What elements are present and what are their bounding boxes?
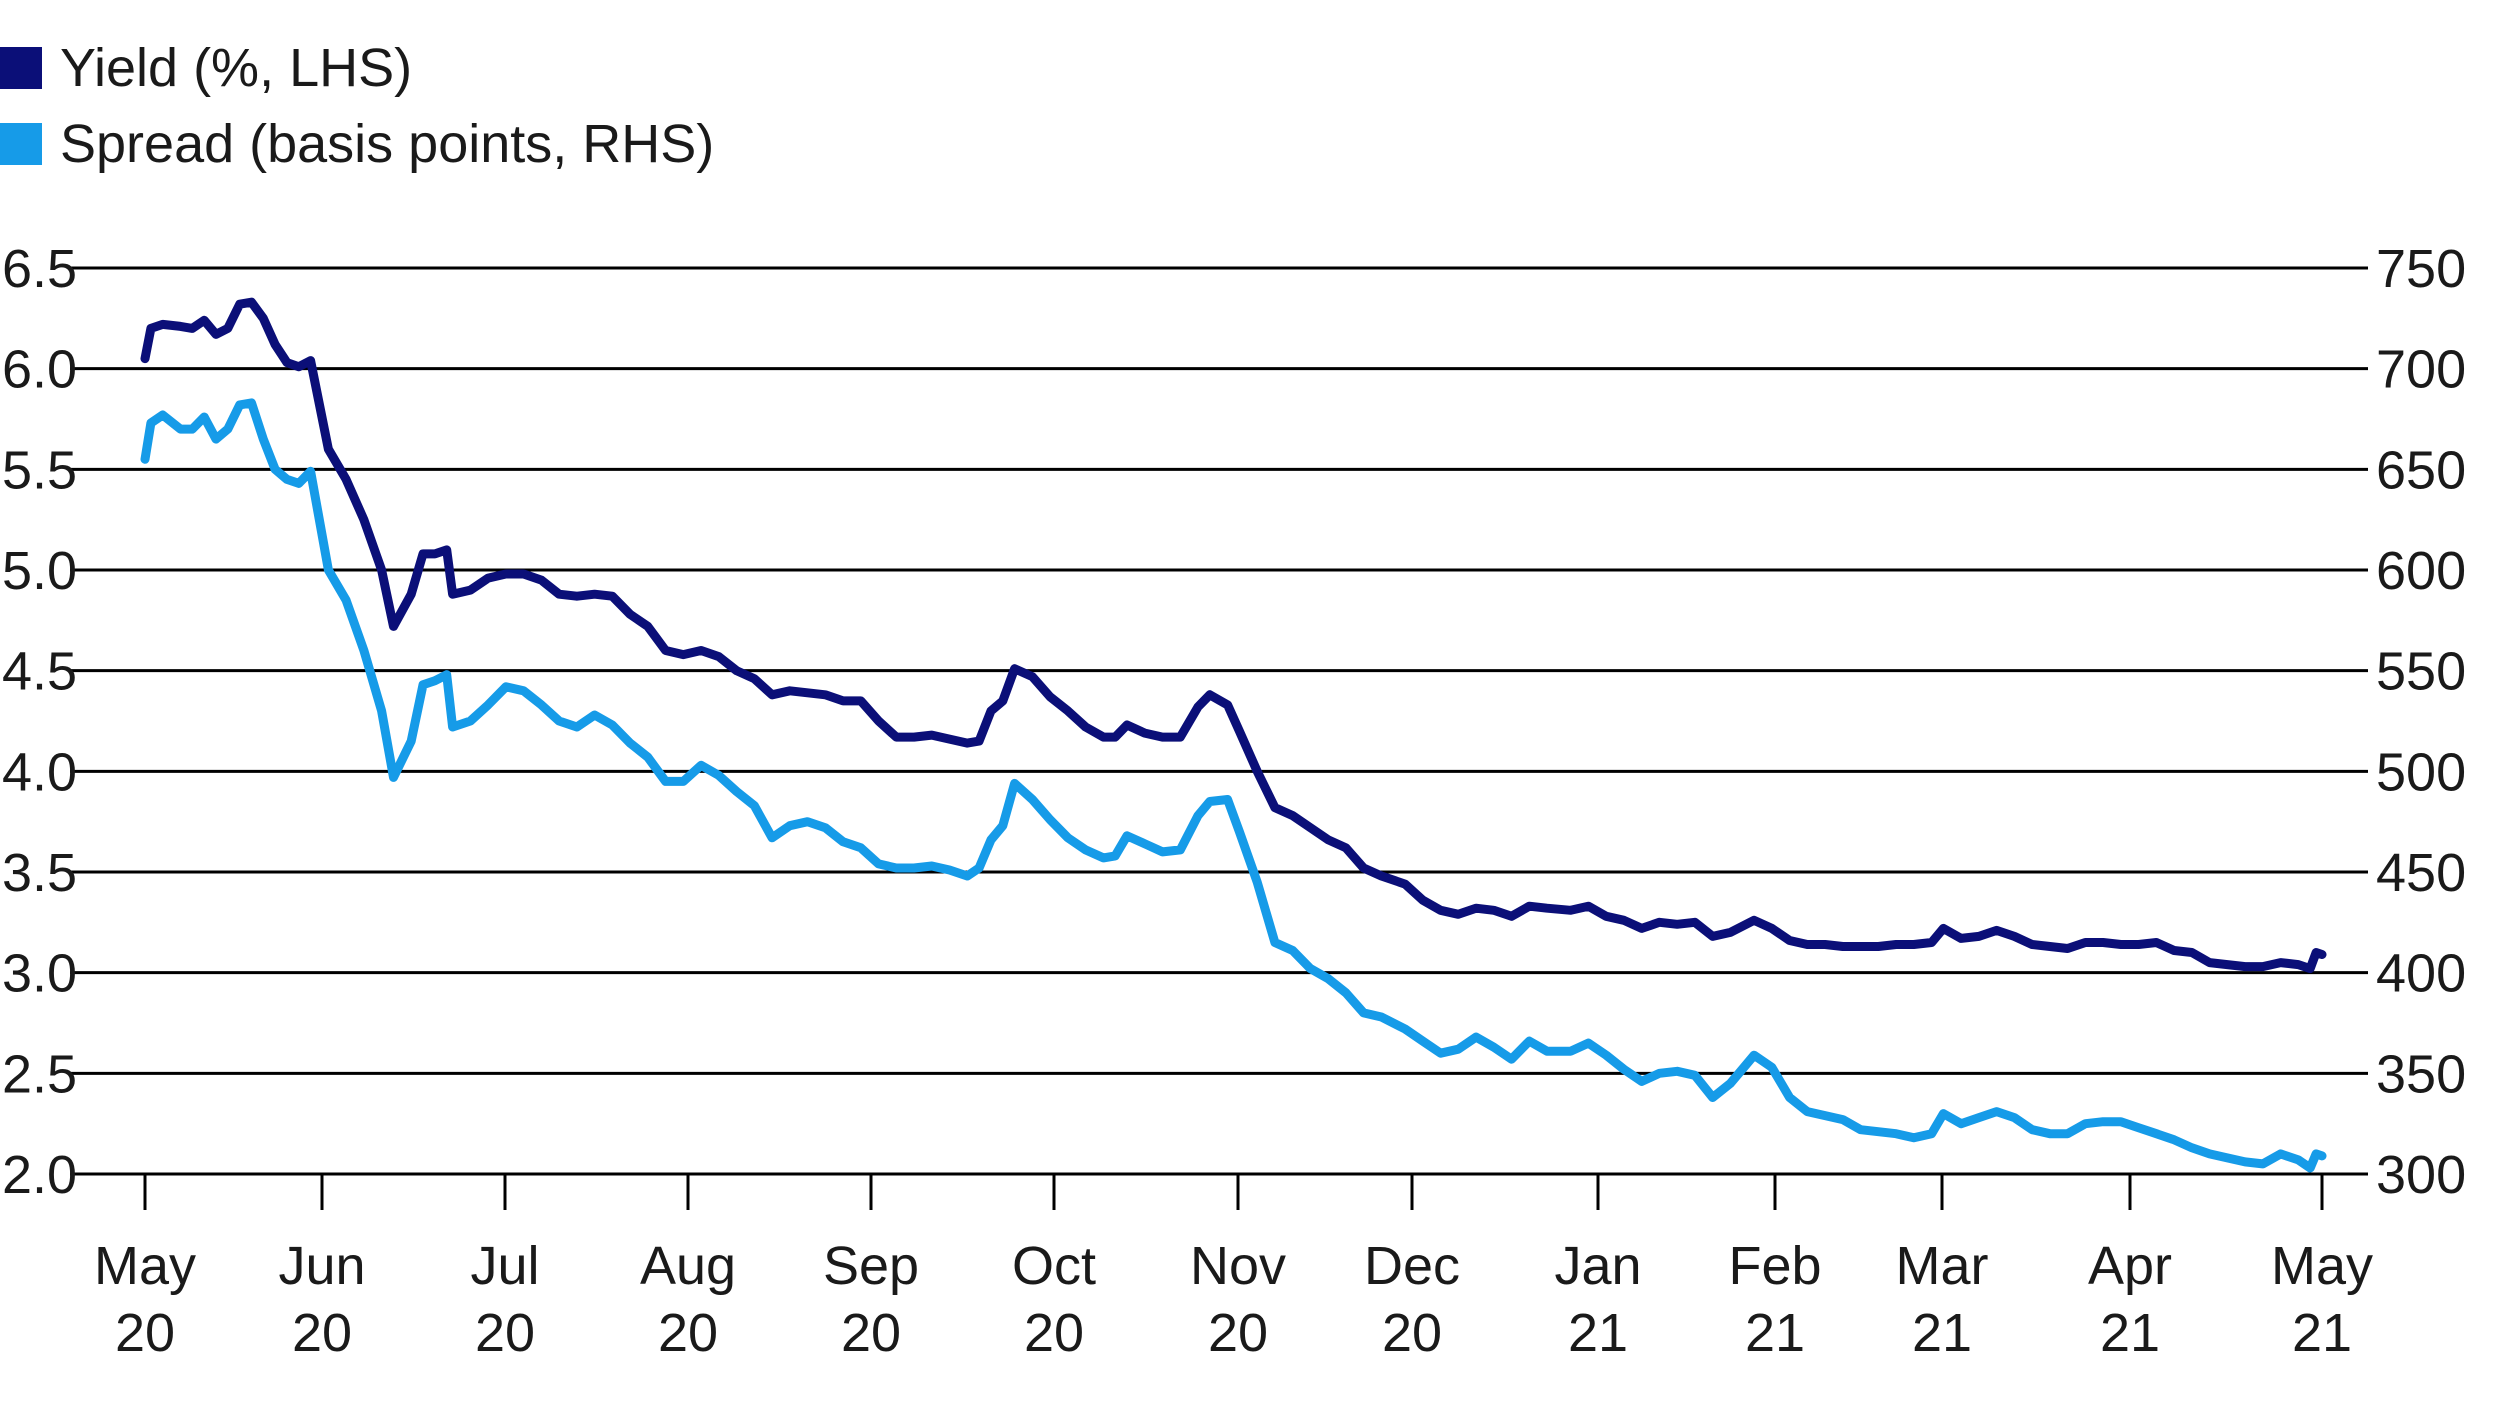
x-tick-label-month: Mar	[1896, 1236, 1989, 1296]
legend-swatch-spread	[0, 123, 42, 165]
yield-series-line	[140, 297, 2327, 974]
x-tick-label-month: May	[94, 1236, 196, 1296]
x-tick-label-year: 21	[2292, 1303, 2352, 1363]
x-tick-label-month: Oct	[1012, 1236, 1096, 1296]
y-right-tick-label: 450	[2376, 843, 2466, 903]
x-tick-label-month: Jul	[470, 1236, 539, 1296]
x-tick-label-month: Jun	[278, 1236, 365, 1296]
y-right-tick-label: 500	[2376, 742, 2466, 802]
legend-item-spread: Spread (basis points, RHS)	[0, 106, 714, 182]
y-left-tick-label: 2.0	[2, 1145, 77, 1205]
y-left-tick-label: 3.0	[2, 944, 77, 1004]
y-left-tick-label: 4.0	[2, 742, 77, 802]
x-tick-label-month: Aug	[640, 1236, 736, 1296]
x-tick-label-month: Sep	[823, 1236, 919, 1296]
x-tick-label-year: 21	[1745, 1303, 1805, 1363]
y-right-tick-label: 700	[2376, 340, 2466, 400]
y-right-tick-label: 750	[2376, 239, 2466, 299]
x-tick-label-year: 20	[1382, 1303, 1442, 1363]
y-left-tick-label: 4.5	[2, 642, 77, 702]
y-right-tick-label: 350	[2376, 1044, 2466, 1104]
x-tick-label-month: Apr	[2088, 1236, 2172, 1296]
x-tick-label-month: Jan	[1554, 1236, 1641, 1296]
legend-item-yield: Yield (%, LHS)	[0, 30, 714, 106]
x-tick-label-year: 20	[841, 1303, 901, 1363]
x-tick-label-year: 21	[1912, 1303, 1972, 1363]
y-left-tick-label: 2.5	[2, 1044, 77, 1104]
y-right-tick-label: 550	[2376, 642, 2466, 702]
chart-legend: Yield (%, LHS) Spread (basis points, RHS…	[0, 30, 714, 182]
x-tick-label-year: 20	[1208, 1303, 1268, 1363]
x-tick-label-year: 20	[475, 1303, 535, 1363]
y-right-tick-label: 600	[2376, 541, 2466, 601]
y-left-tick-label: 6.0	[2, 340, 77, 400]
y-right-tick-label: 300	[2376, 1145, 2466, 1205]
x-tick-label-year: 20	[115, 1303, 175, 1363]
legend-label-yield: Yield (%, LHS)	[60, 38, 413, 98]
y-right-tick-label: 650	[2376, 440, 2466, 500]
x-tick-label-month: May	[2271, 1236, 2373, 1296]
legend-swatch-yield	[0, 47, 42, 89]
y-left-tick-label: 6.5	[2, 239, 77, 299]
spread-series-line	[140, 398, 2327, 1173]
x-tick-label-year: 21	[1568, 1303, 1628, 1363]
x-tick-label-month: Dec	[1364, 1236, 1460, 1296]
legend-label-spread: Spread (basis points, RHS)	[60, 114, 715, 174]
x-tick-label-month: Feb	[1728, 1236, 1821, 1296]
x-tick-label-year: 21	[2100, 1303, 2160, 1363]
x-tick-label-year: 20	[292, 1303, 352, 1363]
x-tick-label-month: Nov	[1190, 1236, 1286, 1296]
x-tick-label-year: 20	[1024, 1303, 1084, 1363]
y-left-tick-label: 5.5	[2, 440, 77, 500]
x-tick-label-year: 20	[658, 1303, 718, 1363]
y-left-tick-label: 3.5	[2, 843, 77, 903]
y-left-tick-label: 5.0	[2, 541, 77, 601]
y-right-tick-label: 400	[2376, 944, 2466, 1004]
